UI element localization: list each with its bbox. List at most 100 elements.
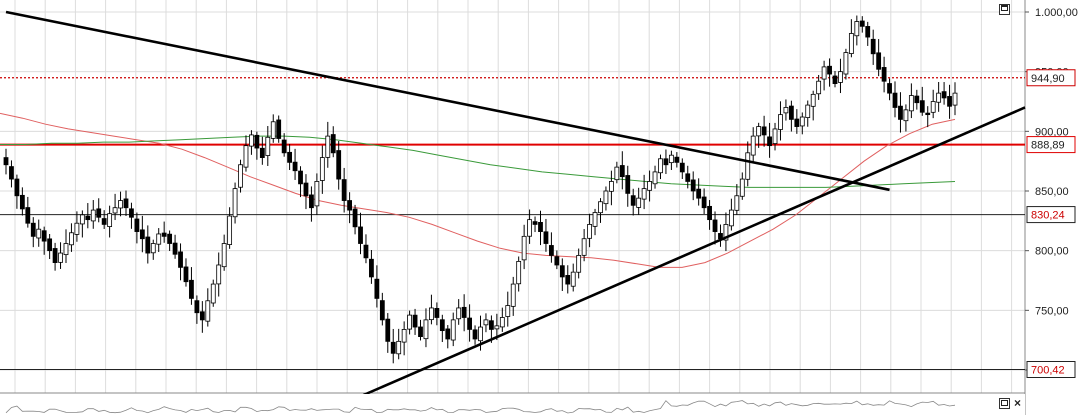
candle <box>499 307 505 332</box>
candle <box>385 313 391 353</box>
candle-body <box>505 305 511 317</box>
candle-body <box>947 96 952 107</box>
price-mark-label: 888,89 <box>1031 140 1065 152</box>
candle <box>314 173 320 215</box>
candle-body <box>908 95 914 112</box>
price-mark: 830,24 <box>1026 206 1076 224</box>
candle <box>227 207 233 249</box>
candle-body <box>145 236 151 254</box>
candle-body <box>805 104 811 118</box>
candle <box>189 267 194 305</box>
candle <box>647 170 652 202</box>
candle <box>156 228 162 252</box>
candle-body <box>232 188 238 218</box>
candle <box>319 145 325 194</box>
candle-body <box>134 218 140 232</box>
candle <box>254 131 260 160</box>
price-mark-box <box>1026 136 1076 154</box>
candle-body <box>167 233 173 244</box>
candle-body <box>788 105 794 120</box>
candle-body <box>527 219 532 237</box>
close-icon: × <box>1013 396 1021 410</box>
candle <box>767 122 772 158</box>
candle <box>925 106 931 128</box>
candle <box>876 39 882 77</box>
candle-body <box>309 194 314 209</box>
candle <box>461 294 467 332</box>
candle-body <box>690 179 696 192</box>
candle-body <box>161 232 167 237</box>
candle <box>445 325 451 349</box>
candle-body <box>58 252 63 263</box>
candle <box>63 229 69 263</box>
candle-body <box>30 222 36 237</box>
candle-body <box>576 255 582 273</box>
candle <box>930 89 936 119</box>
price-mark: 888,89 <box>1026 136 1076 154</box>
candle-body <box>139 229 145 240</box>
candle <box>483 313 489 333</box>
candle-body <box>728 209 734 227</box>
candle-body <box>36 228 42 239</box>
moving-average-green <box>0 135 956 188</box>
candle-body <box>625 175 631 194</box>
maximize-button[interactable] <box>999 4 1010 15</box>
candle-body <box>608 181 614 192</box>
candle-body <box>112 207 118 214</box>
price-mark: 944,90 <box>1026 69 1076 87</box>
candle <box>434 302 440 326</box>
candle-body <box>865 26 871 38</box>
close-button[interactable]: × <box>1012 396 1023 410</box>
candle-body <box>41 230 47 242</box>
candle <box>619 151 625 190</box>
candle <box>892 81 898 118</box>
candle <box>232 182 238 224</box>
candle <box>79 210 85 238</box>
candle <box>723 212 729 252</box>
candle <box>90 200 96 229</box>
candle <box>205 288 211 327</box>
candle <box>396 328 402 360</box>
candle-body <box>838 71 843 83</box>
candle <box>69 223 74 252</box>
candle <box>685 165 691 189</box>
candle-body <box>652 171 658 185</box>
candle-body <box>205 300 211 322</box>
candle-body <box>767 136 772 147</box>
candle <box>221 234 227 271</box>
candle-body <box>592 212 598 227</box>
candle <box>287 144 293 170</box>
candle-body <box>848 33 854 54</box>
candle <box>521 224 527 270</box>
candle <box>216 252 222 297</box>
candle <box>270 114 276 143</box>
candle-body <box>238 164 243 188</box>
candle <box>838 58 843 94</box>
candle-body <box>183 266 189 283</box>
candle-body <box>63 243 69 256</box>
candle <box>276 115 282 143</box>
candle-body <box>821 66 827 80</box>
candle <box>756 122 762 148</box>
candle-body <box>374 278 380 299</box>
candle <box>167 230 173 251</box>
candle <box>199 301 205 333</box>
candle <box>630 188 636 216</box>
candle-body <box>614 166 620 181</box>
candle-body <box>276 119 282 139</box>
restore-button[interactable] <box>999 398 1010 409</box>
candle-body <box>538 221 543 232</box>
candle <box>914 89 920 110</box>
y-tick-label: 750,00 <box>1035 305 1069 317</box>
candle-body <box>887 83 892 94</box>
candle-body <box>336 150 342 180</box>
candle <box>941 82 947 105</box>
candle <box>587 213 592 248</box>
candle <box>330 126 336 158</box>
candle <box>674 152 680 168</box>
candle <box>668 150 674 170</box>
candle <box>543 218 549 252</box>
candle <box>123 190 129 217</box>
candle-body <box>423 319 429 340</box>
trendlines <box>5 10 1026 415</box>
